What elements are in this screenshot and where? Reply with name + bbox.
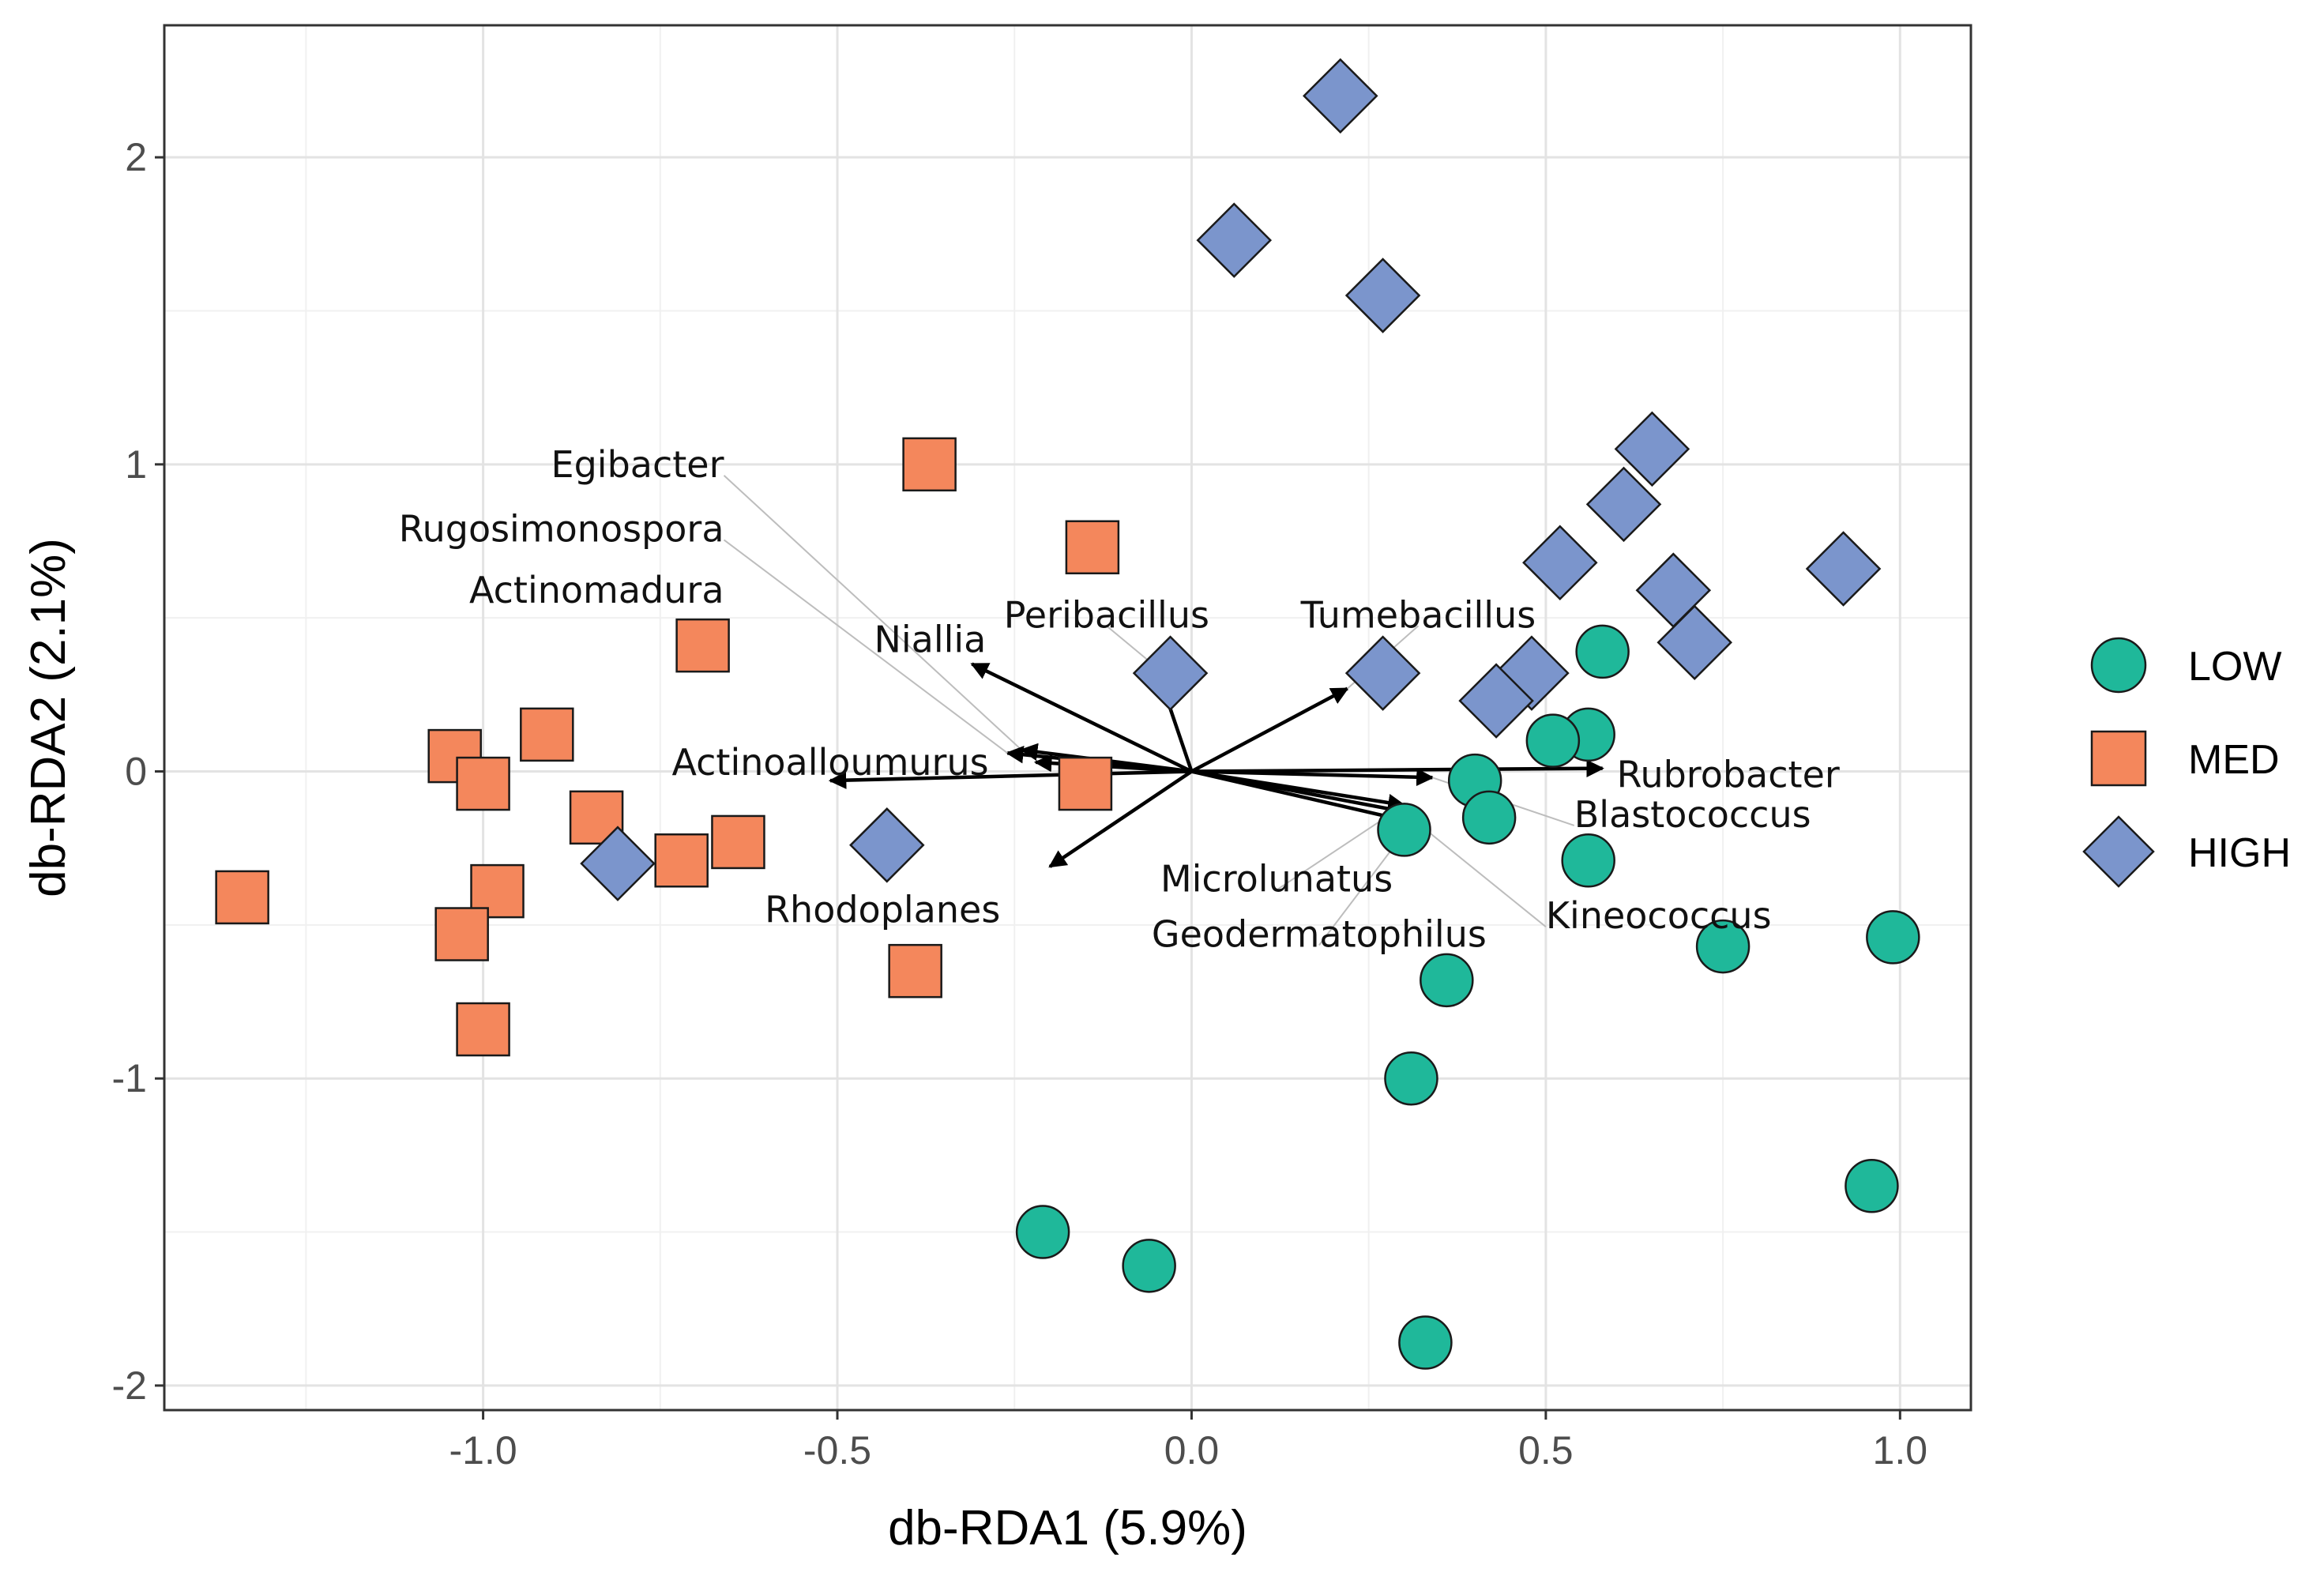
point-high <box>1805 531 1882 607</box>
point-med <box>1065 520 1120 575</box>
legend-key-low <box>2090 637 2147 694</box>
arrow-label-actinoalloumurus: Actinoalloumurus <box>671 741 988 784</box>
x-tick-label: 0.0 <box>1164 1428 1220 1473</box>
arrow-label-rhodoplanes: Rhodoplanes <box>765 888 1000 931</box>
point-high <box>1458 663 1534 739</box>
point-med <box>434 907 489 961</box>
leader-egibacter <box>723 475 1022 751</box>
arrow-actinoalloumurus <box>828 769 1192 789</box>
points-layer <box>215 58 1920 1370</box>
arrow-label-actinomadura: Actinomadura <box>469 569 724 611</box>
y-tick-label: 2 <box>125 135 147 179</box>
point-med <box>675 618 730 673</box>
point-low <box>1122 1239 1176 1293</box>
point-low <box>1695 919 1751 974</box>
arrow-niallia <box>970 662 1193 773</box>
arrow-labels-layer: Egibacter Rugosimonospora Actinomadura Nial… <box>399 443 1840 956</box>
point-med <box>456 756 510 811</box>
point-low <box>1525 713 1581 768</box>
point-low <box>1384 1051 1438 1106</box>
point-high <box>1657 604 1732 681</box>
point-high <box>849 807 925 883</box>
legend-key-high <box>2082 815 2155 888</box>
point-med <box>520 707 574 762</box>
arrow-label-egibacter: Egibacter <box>551 443 724 486</box>
point-high <box>1522 525 1598 600</box>
point-med <box>711 814 765 870</box>
arrow-label-geodermatophilus: Geodermatophilus <box>1152 913 1487 956</box>
point-med <box>902 437 957 492</box>
legend: LOW MED HIGH <box>2082 637 2291 888</box>
plot-panel-border <box>163 24 1972 1412</box>
point-high <box>1196 202 1273 278</box>
arrow-label-peribacillus: Peribacillus <box>1004 593 1209 636</box>
point-high <box>1303 58 1378 134</box>
arrow-label-niallia: Niallia <box>874 618 986 660</box>
arrow-label-microlunatus: Microlunatus <box>1160 858 1393 901</box>
point-low <box>1377 803 1431 857</box>
y-axis-title: db-RDA2 (2.1%) <box>21 538 76 897</box>
arrow-label-blastococcus: Blastococcus <box>1574 793 1811 836</box>
y-tick-label: 1 <box>125 442 147 487</box>
y-tick-label: -1 <box>112 1056 147 1100</box>
point-med <box>654 833 709 888</box>
axes: -1.0 -0.5 0.0 0.5 1.0 -2 -1 0 1 2 <box>112 135 1928 1473</box>
point-med <box>456 1002 510 1057</box>
legend-label-med: MED <box>2188 737 2280 783</box>
arrow-kineococcus <box>1190 769 1420 829</box>
point-high <box>1585 466 1662 543</box>
x-axis-title: db-RDA1 (5.9%) <box>888 1501 1247 1555</box>
legend-label-high: HIGH <box>2188 830 2291 876</box>
legend-label-low: LOW <box>2188 644 2281 690</box>
arrow-rhodoplanes <box>1048 769 1193 868</box>
point-high <box>1132 635 1209 711</box>
point-low <box>1845 1159 1899 1213</box>
point-low <box>1575 624 1630 679</box>
x-tick-label: 1.0 <box>1873 1428 1928 1473</box>
y-tick-label: 0 <box>125 750 147 794</box>
arrow-blastococcus <box>1191 768 1435 787</box>
point-med <box>888 943 942 999</box>
x-tick-label: -0.5 <box>803 1428 871 1473</box>
point-high <box>1614 411 1690 487</box>
arrow-label-rubrobacter: Rubrobacter <box>1617 753 1840 796</box>
point-high <box>1344 635 1421 711</box>
arrow-tumebacillus <box>1190 686 1349 773</box>
point-low <box>1015 1205 1070 1259</box>
leader-rugosimonospora <box>723 539 1008 754</box>
y-tick-label: -2 <box>112 1363 147 1408</box>
x-tick-label: 0.5 <box>1518 1428 1574 1473</box>
point-low <box>1461 790 1517 845</box>
x-tick-label: -1.0 <box>449 1428 517 1473</box>
point-low <box>1398 1315 1453 1370</box>
point-low <box>1561 833 1615 888</box>
point-med <box>215 870 269 925</box>
leader-kineococcus <box>1417 822 1547 927</box>
point-low <box>1866 910 1920 965</box>
arrow-rubrobacter <box>1191 759 1604 778</box>
point-med <box>1058 756 1113 811</box>
point-high <box>580 826 656 901</box>
arrow-label-tumebacillus: Tumebacillus <box>1300 593 1536 636</box>
arrow-label-rugosimonospora: Rugosimonospora <box>399 507 724 550</box>
point-high <box>1344 258 1421 333</box>
arrow-label-kineococcus: Kineococcus <box>1546 894 1772 937</box>
point-low <box>1420 953 1474 1008</box>
legend-key-med <box>2090 730 2147 787</box>
